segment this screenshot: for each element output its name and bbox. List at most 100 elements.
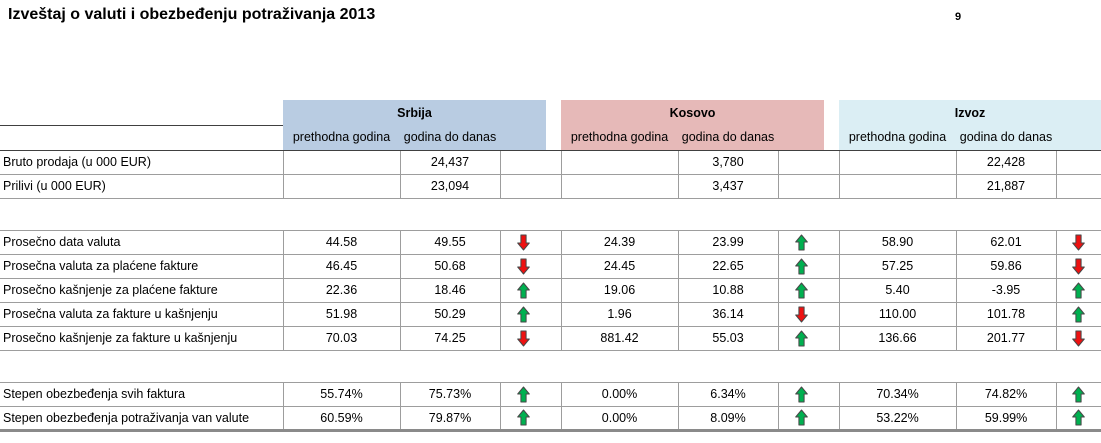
cell-srbija-prethodna-godina: 22.36 xyxy=(282,278,401,303)
cell-srbija-trend-down xyxy=(500,326,547,351)
group-gap-cell xyxy=(546,229,562,255)
cell-kosovo-prethodna-godina: 19.06 xyxy=(560,278,679,303)
trend-up-icon xyxy=(794,330,808,346)
cell-kosovo-prethodna-godina xyxy=(560,174,679,199)
row-label: Bruto prodaja (u 000 EUR) xyxy=(0,150,283,175)
cell-srbija-godina-do-danas: 79.87% xyxy=(399,406,501,432)
cell-srbija-godina-do-danas: 50.68 xyxy=(399,254,501,279)
cell-srbija-prethodna-godina xyxy=(282,150,401,175)
group-gap-cell xyxy=(546,100,561,125)
cell-izvoz-prethodna-godina: 136.66 xyxy=(838,326,957,351)
cell-izvoz-prethodna-godina: 57.25 xyxy=(838,254,957,279)
table-row: Prosečno data valuta 44.58 49.55 24.39 23.99… xyxy=(0,229,1101,255)
spacer-row xyxy=(0,350,1101,382)
trend-down-icon xyxy=(1072,234,1086,250)
trend-up-icon xyxy=(516,306,530,322)
cell-kosovo-godina-do-danas: 8.09% xyxy=(677,406,779,432)
table-row: Prosečno kašnjenje za plaćene fakture 22.… xyxy=(0,278,1101,303)
trend-up-icon xyxy=(1072,409,1086,426)
cell-kosovo-prethodna-godina: 0.00% xyxy=(560,406,679,432)
cell-srbija-godina-do-danas: 23,094 xyxy=(399,174,501,199)
cell-srbija-prethodna-godina: 70.03 xyxy=(282,326,401,351)
trend-down-icon xyxy=(1072,330,1086,346)
cell-izvoz-prethodna-godina: 53.22% xyxy=(838,406,957,432)
cell-kosovo-godina-do-danas: 22.65 xyxy=(677,254,779,279)
table-row: Prilivi (u 000 EUR) 23,094 3,437 21,887 xyxy=(0,174,1101,199)
spacer-cell xyxy=(0,350,1101,382)
cell-kosovo-trend-up xyxy=(778,326,825,351)
cell-kosovo-trend-up xyxy=(778,381,825,407)
cell-izvoz-prethodna-godina: 58.90 xyxy=(838,229,957,255)
cell-srbija-godina-do-danas: 50.29 xyxy=(399,302,501,327)
cell-kosovo-prethodna-godina: 24.45 xyxy=(560,254,679,279)
subheader-izvoz-arrow-cell xyxy=(1056,125,1101,151)
group-header-srbija: Srbija xyxy=(283,100,547,125)
group-header-izvoz: Izvoz xyxy=(839,100,1101,125)
cell-izvoz-godina-do-danas: 59.86 xyxy=(955,254,1057,279)
subheader-kosovo-godina-do-danas: godina do danas xyxy=(678,125,779,151)
row-label: Stepen obezbeđenja potraživanja van valu… xyxy=(0,406,283,432)
group-gap-cell xyxy=(546,406,562,432)
cell-srbija-trend-down xyxy=(500,229,547,255)
group-gap-cell xyxy=(824,125,840,151)
cell-kosovo-prethodna-godina xyxy=(560,150,679,175)
subheader-kosovo-prethodna-godina: prethodna godina xyxy=(561,125,679,151)
cell-srbija-godina-do-danas: 74.25 xyxy=(399,326,501,351)
group-gap-cell xyxy=(824,278,840,303)
cell-izvoz-prethodna-godina: 70.34% xyxy=(838,381,957,407)
group-gap-cell xyxy=(546,125,562,151)
subheader-izvoz-godina-do-danas: godina do danas xyxy=(956,125,1057,151)
cell-kosovo-trend-up xyxy=(778,254,825,279)
trend-up-icon xyxy=(516,282,530,298)
group-gap-cell xyxy=(546,174,562,199)
cell-srbija-prethodna-godina: 46.45 xyxy=(282,254,401,279)
cell-izvoz-trend-empty xyxy=(1056,150,1101,175)
report-table-body: Bruto prodaja (u 000 EUR) 24,437 3,780 22,4… xyxy=(0,150,1101,432)
group-gap-cell xyxy=(546,381,562,407)
group-gap-cell xyxy=(546,254,562,279)
table-row: Prosečna valuta za fakture u kašnjenju 51… xyxy=(0,302,1101,327)
sub-header-row: prethodna godina godina do danas prethodna… xyxy=(0,124,1101,151)
cell-srbija-godina-do-danas: 18.46 xyxy=(399,278,501,303)
cell-srbija-trend-empty xyxy=(500,174,547,199)
cell-izvoz-prethodna-godina xyxy=(838,174,957,199)
group-gap-cell xyxy=(824,326,840,351)
trend-down-icon xyxy=(516,330,530,346)
cell-izvoz-trend-empty xyxy=(1056,174,1101,199)
group-gap-cell xyxy=(824,174,840,199)
table-row: Stepen obezbeđenja svih faktura 55.74% 75.… xyxy=(0,381,1101,407)
cell-srbija-trend-down xyxy=(500,254,547,279)
cell-kosovo-godina-do-danas: 55.03 xyxy=(677,326,779,351)
group-gap-cell xyxy=(546,278,562,303)
row-label: Prilivi (u 000 EUR) xyxy=(0,174,283,199)
cell-izvoz-godina-do-danas: -3.95 xyxy=(955,278,1057,303)
trend-down-icon xyxy=(1072,258,1086,274)
cell-srbija-prethodna-godina xyxy=(282,174,401,199)
cell-izvoz-prethodna-godina xyxy=(838,150,957,175)
group-header-row: Srbija Kosovo Izvoz xyxy=(0,100,1101,125)
cell-izvoz-prethodna-godina: 110.00 xyxy=(838,302,957,327)
cell-izvoz-godina-do-danas: 201.77 xyxy=(955,326,1057,351)
subheader-kosovo-arrow-cell xyxy=(778,125,825,151)
cell-izvoz-trend-down xyxy=(1056,254,1101,279)
cell-izvoz-trend-down xyxy=(1056,229,1101,255)
cell-kosovo-godina-do-danas: 6.34% xyxy=(677,381,779,407)
cell-srbija-prethodna-godina: 51.98 xyxy=(282,302,401,327)
cell-srbija-prethodna-godina: 55.74% xyxy=(282,381,401,407)
spacer-row xyxy=(0,198,1101,230)
cell-kosovo-godina-do-danas: 10.88 xyxy=(677,278,779,303)
cell-izvoz-godina-do-danas: 21,887 xyxy=(955,174,1057,199)
trend-up-icon xyxy=(794,409,808,426)
row-label: Stepen obezbeđenja svih faktura xyxy=(0,381,283,407)
trend-up-icon xyxy=(794,234,808,250)
cell-kosovo-godina-do-danas: 3,437 xyxy=(677,174,779,199)
cell-izvoz-godina-do-danas: 59.99% xyxy=(955,406,1057,432)
trend-up-icon xyxy=(1072,282,1086,298)
cell-izvoz-godina-do-danas: 22,428 xyxy=(955,150,1057,175)
trend-down-icon xyxy=(516,234,530,250)
row-label: Prosečno kašnjenje za fakture u kašnjenj… xyxy=(0,326,283,351)
cell-kosovo-prethodna-godina: 1.96 xyxy=(560,302,679,327)
spacer-cell xyxy=(0,198,1101,230)
cell-srbija-trend-empty xyxy=(500,150,547,175)
